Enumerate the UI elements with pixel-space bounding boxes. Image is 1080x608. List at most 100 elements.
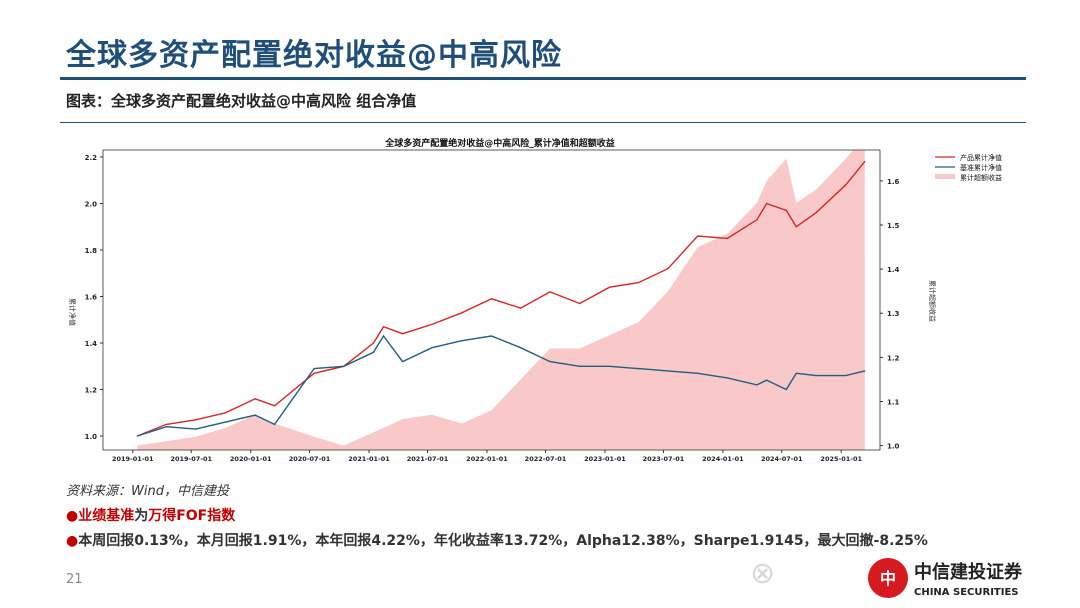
product-point [815, 212, 817, 214]
y-tick-label: 1.2 [85, 387, 98, 395]
product-point [765, 202, 768, 205]
benchmark-point [224, 421, 227, 423]
product-point [726, 237, 729, 239]
caption-divider [60, 122, 1026, 123]
benchmark-point [726, 377, 729, 379]
slide-title: 全球多资产配置绝对收益@中高风险 [66, 38, 562, 73]
product-point [608, 286, 611, 288]
page-number: 21 [66, 572, 83, 587]
product-point [431, 323, 433, 326]
plot-frame [102, 149, 881, 451]
benchmark-point [864, 370, 866, 372]
x-tick-label: 2020-01-01 [230, 455, 272, 463]
performance-stats-text: 本周回报0.13%，本月回报1.91%，本年回报4.22%，年化收益率13.72… [78, 533, 928, 549]
benchmark-point [274, 423, 276, 426]
benchmark-label: 业绩基准 [78, 508, 135, 524]
product-point [667, 268, 669, 270]
product-point [785, 209, 787, 212]
x-tick-label: 2022-01-01 [466, 455, 508, 463]
benchmark-point [313, 368, 315, 370]
benchmark-point [765, 379, 768, 381]
benchmark-name: 万得FOF指数 [148, 508, 236, 524]
y2-tick-label: 1.1 [887, 398, 900, 406]
product-point [519, 307, 522, 309]
source-note: 资料来源：Wind，中信建投 [66, 484, 229, 499]
x-tick-label: 2024-07-01 [761, 455, 803, 463]
benchmark-point [431, 347, 433, 349]
benchmark-point [697, 372, 699, 374]
x-tick-label: 2021-01-01 [348, 455, 390, 463]
x-tick-label: 2019-07-01 [170, 455, 212, 463]
benchmark-point [372, 351, 375, 353]
benchmark-point [579, 365, 581, 367]
x-tick-label: 2019-01-01 [112, 455, 154, 463]
excess-return-area [137, 150, 865, 450]
product-point [637, 281, 640, 284]
x-tick-label: 2021-07-01 [407, 455, 449, 463]
product-point [195, 419, 197, 421]
benchmark-point [795, 372, 797, 374]
y-axis-label: 累计净值 [68, 298, 77, 326]
benchmark-point [136, 435, 138, 437]
logo-text-cn: 中信建投证券 [914, 561, 1023, 583]
product-point [697, 235, 699, 237]
legend-label-product: 产品累计净值 [960, 153, 1002, 162]
benchmark-point [254, 414, 256, 416]
logo-text-en: CHINA SECURITIES [914, 587, 1019, 598]
product-point [549, 291, 551, 293]
x-tick-label: 2020-07-01 [289, 455, 331, 463]
benchmark-point [461, 340, 463, 342]
benchmark-point [785, 388, 787, 391]
product-point [274, 405, 276, 407]
title-divider [60, 77, 1026, 80]
y-tick-label: 2.0 [85, 200, 98, 208]
product-point [845, 184, 847, 186]
net-value-chart: 全球多资产配置绝对收益@中高风险_累计净值和超额收益 1.0 1.2 1.4 1.6 1… [68, 137, 1002, 463]
performance-stats: ●本周回报0.13%，本月回报1.91%，本年回报4.22%，年化收益率13.7… [66, 530, 928, 550]
product-point [165, 423, 167, 426]
product-point [254, 398, 256, 400]
benchmark-point [165, 426, 167, 428]
y2-tick-label: 1.0 [887, 443, 900, 451]
x-tick-label: 2022-07-01 [525, 455, 567, 463]
benchmark-point [549, 361, 551, 363]
x-tick-label: 2023-07-01 [643, 455, 685, 463]
svg-text:中: 中 [880, 569, 896, 588]
y-tick-label: 1.8 [85, 247, 98, 255]
legend-swatch-excess [935, 174, 955, 179]
benchmark-point [490, 335, 493, 337]
y-tick-label: 1.6 [85, 294, 98, 302]
product-point [313, 372, 315, 374]
benchmark-point [519, 347, 522, 349]
product-point [382, 326, 385, 328]
y2-tick-label: 1.3 [887, 310, 900, 318]
product-point [579, 302, 581, 305]
product-point [864, 161, 866, 163]
china-securities-logo: 中 中信建投证券 CHINA SECURITIES [868, 558, 1023, 598]
legend-label-excess: 累计超额收益 [960, 173, 1002, 182]
benchmark-point [845, 374, 847, 377]
y2-tick-label: 1.6 [887, 178, 900, 186]
product-point [490, 298, 493, 300]
product-point [756, 219, 758, 221]
benchmark-point [815, 374, 817, 377]
bullet-icon: ● [66, 508, 79, 524]
x-tick-label: 2024-01-01 [702, 455, 744, 463]
x-tick-label: 2023-01-01 [584, 455, 626, 463]
product-point [461, 312, 463, 314]
benchmark-point [608, 365, 611, 367]
watermark: ⊗ [750, 556, 780, 591]
product-point [224, 412, 227, 414]
benchmark-point [382, 335, 385, 337]
benchmark-point [637, 368, 640, 370]
benchmark-note: ●业绩基准为万得FOF指数 [66, 505, 235, 525]
y2-axis-label: 累计超额收益 [928, 280, 937, 322]
y-tick-label: 2.2 [85, 154, 98, 162]
benchmark-point [402, 361, 404, 363]
legend-label-benchmark: 基准累计净值 [960, 163, 1002, 172]
x-tick-label: 2025-01-01 [820, 455, 862, 463]
benchmark-point [343, 365, 345, 367]
product-point [795, 226, 797, 228]
product-point [372, 342, 375, 344]
